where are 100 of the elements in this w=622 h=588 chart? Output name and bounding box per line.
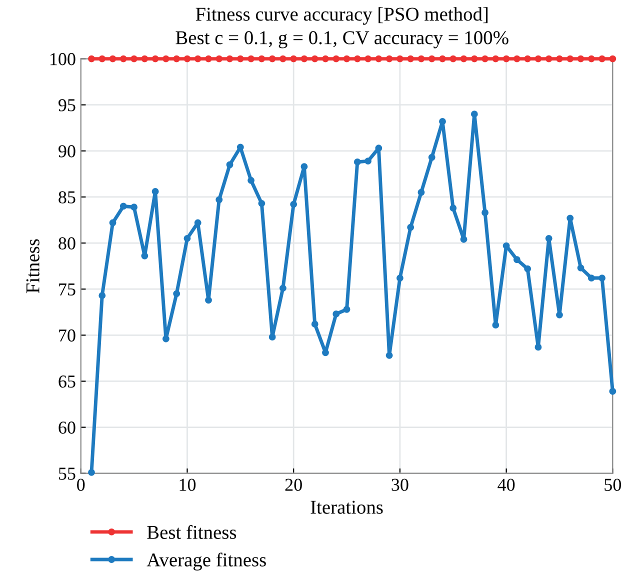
x-axis-title: Iterations <box>310 500 383 514</box>
point <box>439 118 446 125</box>
point <box>492 322 500 328</box>
point <box>588 55 595 62</box>
y-tick-label: 100 <box>50 53 76 66</box>
y-tick-label: 80 <box>58 237 76 250</box>
point <box>502 242 510 250</box>
point <box>482 55 489 62</box>
point <box>598 55 606 62</box>
point <box>300 55 308 62</box>
chart-subtitle: Best c = 0.1, g = 0.1, CV accuracy = 100% <box>176 31 508 48</box>
point <box>418 55 425 62</box>
point <box>450 55 457 62</box>
point <box>407 224 414 231</box>
y-tick-label: 55 <box>58 468 76 480</box>
point <box>386 55 393 62</box>
point <box>162 335 170 342</box>
point <box>279 284 286 292</box>
point <box>450 204 457 212</box>
point <box>216 196 223 204</box>
point <box>109 219 116 226</box>
point <box>513 256 520 264</box>
point <box>375 144 382 152</box>
x-tick-label: 30 <box>392 478 408 491</box>
point <box>205 55 212 62</box>
chart-title: Fitness curve accuracy [PSO method] <box>196 7 488 25</box>
y-axis-title: Fitness <box>26 239 40 294</box>
point <box>98 292 106 300</box>
point <box>268 55 276 62</box>
point <box>88 468 95 476</box>
x-tick-label: 50 <box>604 478 622 491</box>
y-tick-label: 70 <box>59 329 76 342</box>
point <box>428 55 436 62</box>
point <box>364 55 372 62</box>
x-tick-label: 20 <box>285 478 302 491</box>
point <box>386 352 393 359</box>
point <box>482 209 489 216</box>
point <box>396 274 404 282</box>
point <box>343 55 350 62</box>
point <box>141 55 148 62</box>
point <box>173 55 180 62</box>
point <box>428 154 436 161</box>
point <box>130 204 138 211</box>
point <box>332 310 340 318</box>
legend-label: Best fitness <box>147 525 236 539</box>
point <box>502 55 510 62</box>
point <box>290 55 298 62</box>
point <box>534 55 542 62</box>
point <box>343 306 350 313</box>
point <box>236 55 244 62</box>
point <box>258 200 266 207</box>
point <box>152 55 159 62</box>
point <box>216 55 223 62</box>
point <box>396 55 404 62</box>
point <box>88 55 95 62</box>
point <box>566 55 574 62</box>
point <box>322 55 329 62</box>
point <box>290 200 298 208</box>
y-tick-label: 85 <box>58 191 76 204</box>
point <box>364 158 372 165</box>
point <box>226 161 234 168</box>
point <box>311 320 318 328</box>
point <box>556 55 563 62</box>
y-tick-label: 60 <box>58 422 76 434</box>
point <box>322 349 329 356</box>
point <box>375 55 382 62</box>
legend-label: Average fitness <box>146 552 266 570</box>
point <box>609 55 616 62</box>
point <box>460 55 468 62</box>
point <box>130 55 138 62</box>
point <box>162 55 170 62</box>
point <box>418 188 425 196</box>
point <box>141 252 148 260</box>
point <box>98 55 106 62</box>
point <box>194 55 202 62</box>
point <box>470 55 478 62</box>
y-tick-label: 65 <box>58 376 76 388</box>
point <box>354 158 361 166</box>
point <box>120 55 127 62</box>
point <box>248 176 255 184</box>
point <box>205 296 212 304</box>
x-tick-label: 10 <box>180 478 196 491</box>
point <box>598 274 606 282</box>
x-tick-label: 40 <box>498 478 515 491</box>
point <box>279 55 286 62</box>
point <box>194 219 202 226</box>
point <box>513 55 520 62</box>
point <box>152 188 159 195</box>
point <box>609 388 616 395</box>
y-tick-label: 90 <box>58 145 76 158</box>
point <box>524 55 532 62</box>
point <box>577 55 584 62</box>
point <box>524 265 532 272</box>
point <box>109 55 116 62</box>
point <box>268 334 276 340</box>
point <box>588 274 595 282</box>
point <box>300 163 308 170</box>
point <box>184 55 191 62</box>
point <box>470 110 478 118</box>
point <box>184 234 191 242</box>
